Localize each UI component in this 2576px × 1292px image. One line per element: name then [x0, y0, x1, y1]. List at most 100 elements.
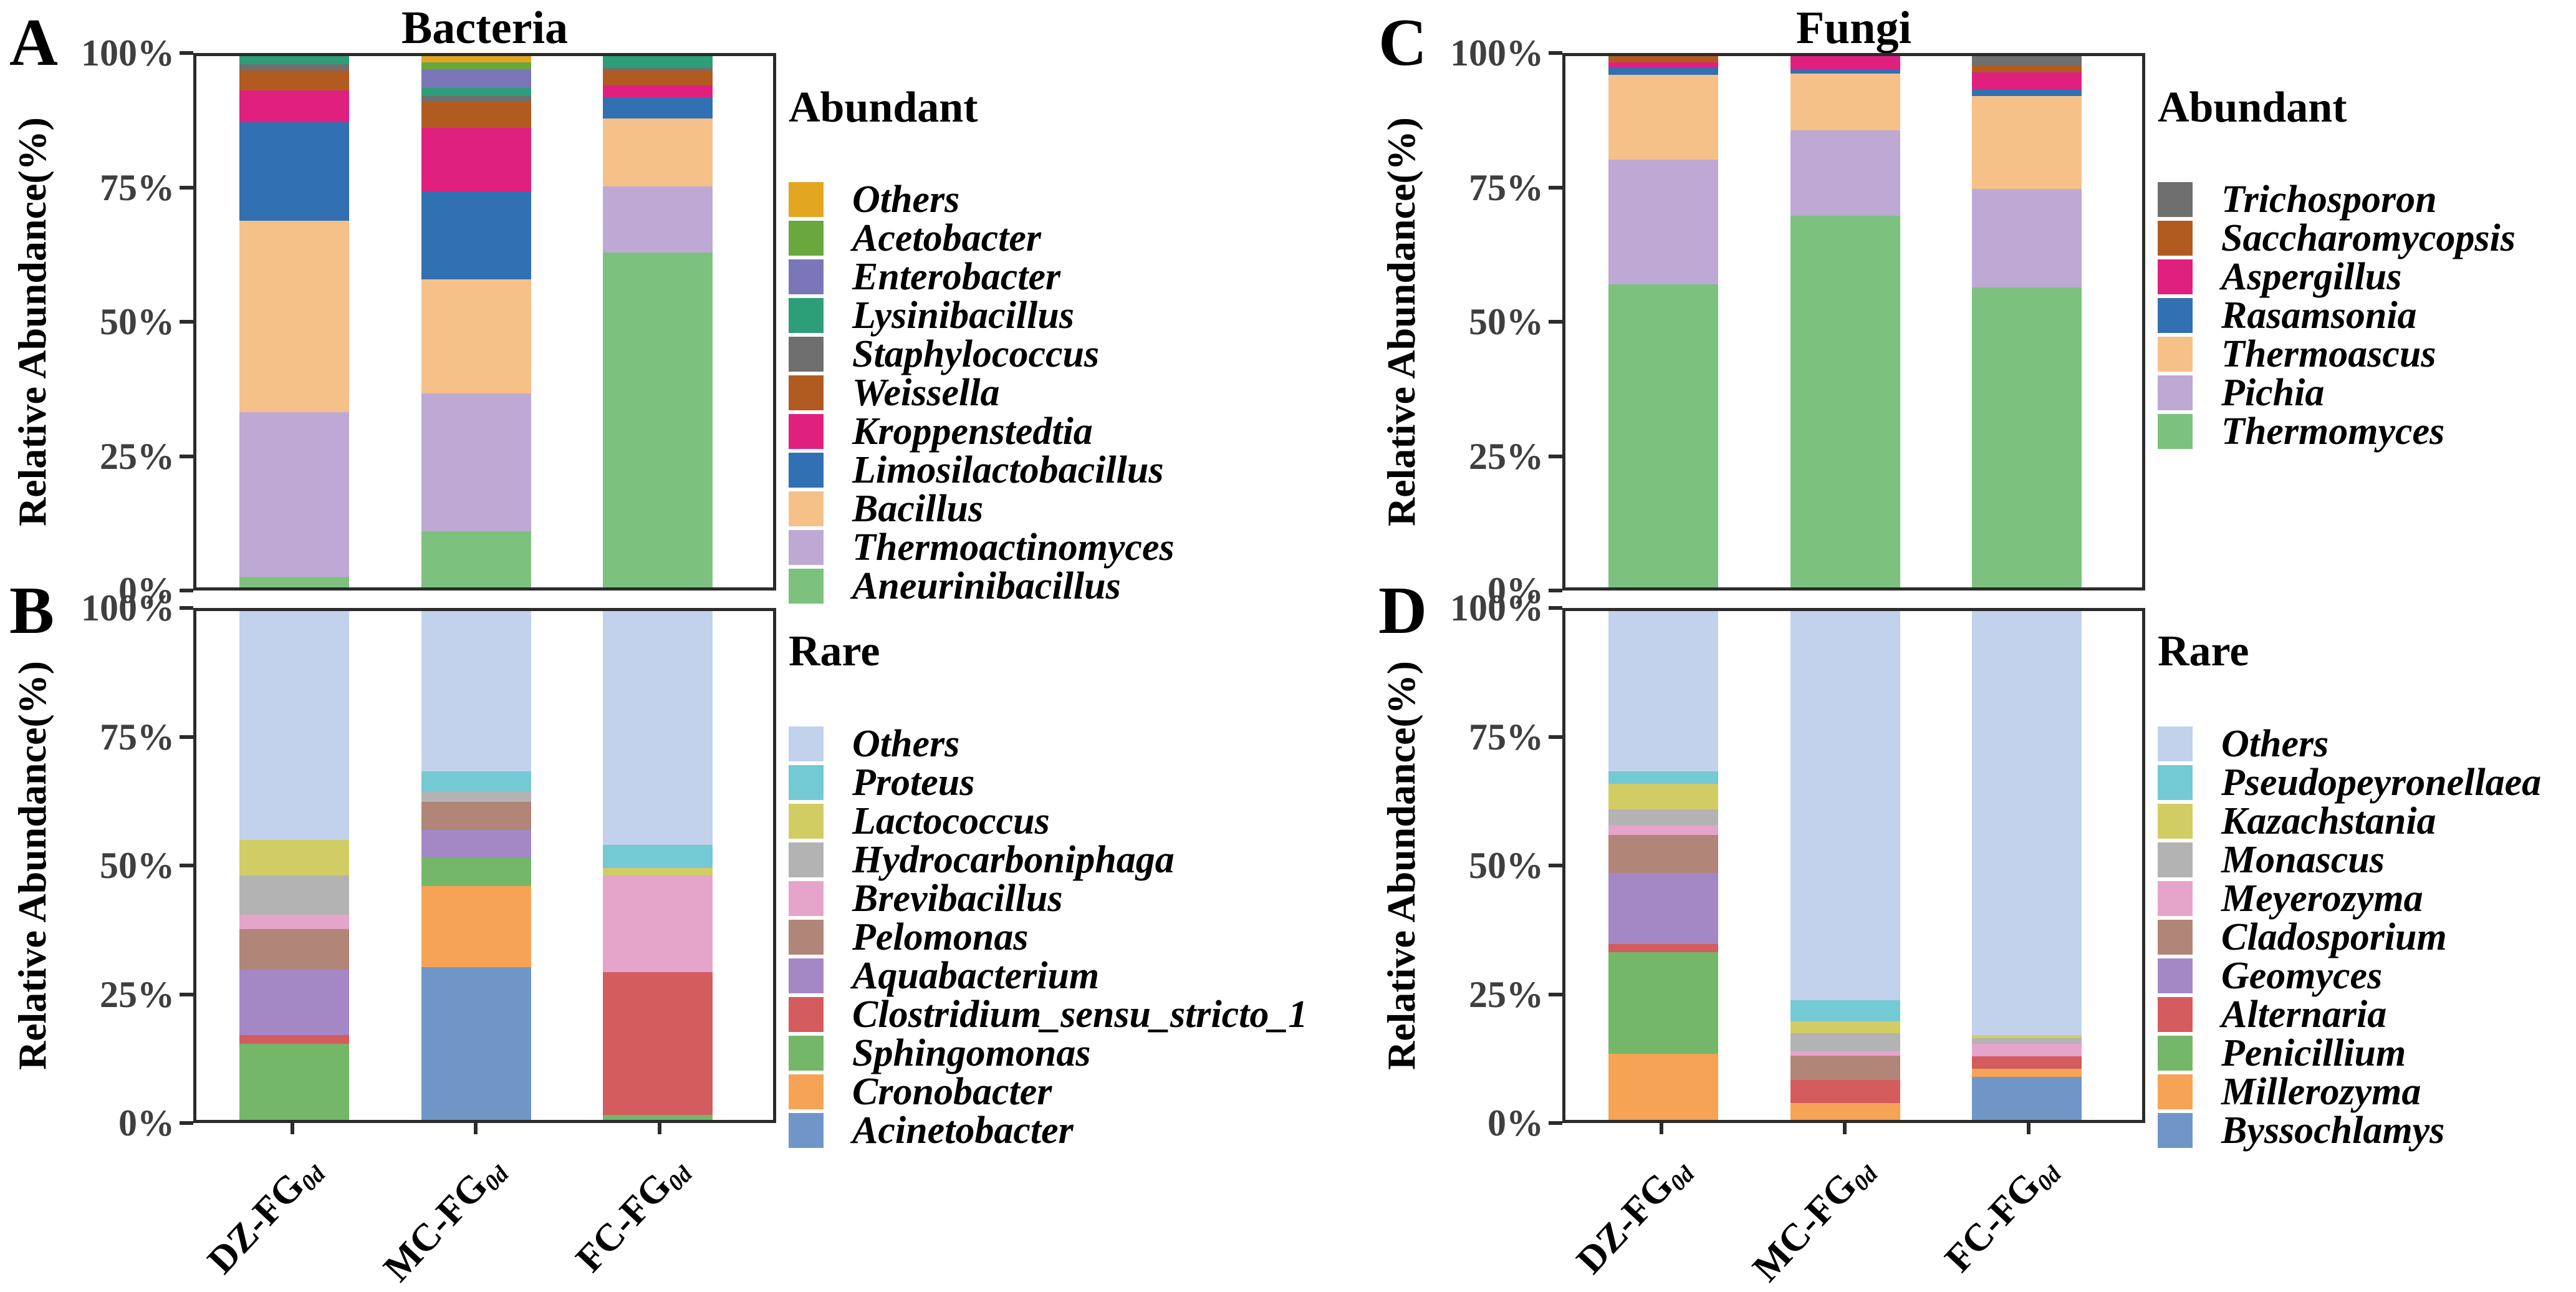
legend-name: Others [852, 178, 960, 221]
bar-segment-Limosilactobacillus [421, 191, 531, 279]
legend-swatch [789, 997, 824, 1032]
legend-item-Lactococcus: Lactococcus [789, 802, 1307, 841]
bar-segment-Cladosporium [1608, 835, 1719, 874]
legend-item-Penicillium: Penicillium [2158, 1034, 2541, 1073]
bar-segment-Kroppenstedtia [421, 127, 531, 192]
legend-name: Proteus [852, 761, 975, 804]
bar-segment-Clostridium_sensu_stricto_1 [603, 972, 713, 1115]
legend-item-Aneurinibacillus: Aneurinibacillus [789, 567, 1175, 605]
bar-segment-Aspergillus [1972, 72, 2082, 90]
legend-item-Acinetobacter: Acinetobacter [789, 1109, 1307, 1152]
y-tick-label: 100% [1450, 587, 1544, 629]
legend-swatch [789, 958, 824, 993]
legend-swatch [2158, 182, 2193, 217]
bar-segment-Enterobacter [421, 69, 531, 89]
legend-swatch [2158, 221, 2193, 256]
legend-swatch [2158, 997, 2193, 1032]
legend-name: Others [2221, 723, 2329, 765]
bar-segment-Saccharomycopsis [1972, 65, 2082, 72]
bar-segment-Staphylococcus [603, 67, 713, 70]
legend-swatch [2158, 259, 2193, 294]
legend-name: Brevibacillus [852, 877, 1063, 920]
bar-segment-Aspergillus [1790, 56, 1900, 70]
legend-name: Bacillus [852, 488, 984, 530]
y-tick-label: 25% [1469, 435, 1544, 477]
legend-item-Pichia: Pichia [2158, 374, 2516, 412]
y-tick-mark [180, 864, 193, 867]
legend-name: Millerozyma [2221, 1071, 2421, 1113]
bar-segment-Kazachstania [1608, 784, 1719, 810]
bar-segment-Kazachstania [1790, 1021, 1900, 1034]
legend-swatch [789, 1074, 824, 1109]
legend-name: Lysinibacillus [852, 294, 1074, 337]
y-tick-mark [1549, 606, 1562, 610]
bar-segment-Thermoascus [1790, 74, 1900, 131]
legend-swatch [2158, 298, 2193, 333]
bar-segment-Acetobacter [421, 62, 531, 70]
y-tick-mark [180, 589, 193, 592]
stacked-bar-c-MC-FG0d [1790, 56, 1900, 587]
stacked-bar-a-DZ-FG0d [239, 56, 350, 587]
legend-swatch [789, 298, 824, 333]
legend-item-Cronobacter: Cronobacter [789, 1073, 1307, 1111]
y-tick-mark [1549, 992, 1562, 996]
legend-items: Others Acetobacter Enterobacter Lysinibacil… [789, 178, 1175, 607]
y-tick-mark [1549, 320, 1562, 324]
bar-segment-Others [1972, 611, 2082, 1035]
bar-segment-Staphylococcus [239, 64, 350, 70]
bar-segment-Thermomyces [1790, 215, 1900, 587]
panel-letter-d: D [1378, 574, 1427, 648]
y-tick-label: 75% [1469, 166, 1544, 208]
bar-segment-Others [1790, 611, 1900, 1001]
bar-segment-Thermomyces [1972, 287, 2082, 587]
legend-swatch [789, 491, 824, 526]
stacked-bar-b-FC-FG0d [603, 611, 713, 1120]
column-title-bacteria: Bacteria [401, 2, 569, 54]
legend-swatch [789, 453, 824, 488]
plot-area-fungi-rare [1562, 608, 2145, 1123]
legend-item-Others: Others [2158, 723, 2541, 765]
y-tick-label: 100% [81, 32, 175, 74]
legend-item-Others: Others [789, 723, 1307, 765]
legend-swatch [789, 337, 824, 372]
stacked-bar-d-DZ-FG0d [1608, 611, 1719, 1120]
legend-name: Acinetobacter [852, 1109, 1074, 1152]
legend-name: Sphingomonas [852, 1032, 1091, 1074]
bar-segment-Lysinibacillus [603, 56, 713, 68]
bar-segment-Aneurinibacillus [603, 253, 713, 587]
legend-name: Weissella [852, 372, 1000, 414]
column-title-fungi: Fungi [1795, 2, 1912, 54]
stacked-bar-a-FC-FG0d [603, 56, 713, 587]
x-tick-mark [1659, 1123, 1663, 1134]
y-tick-mark [1549, 185, 1562, 190]
legend-item-Enterobacter: Enterobacter [789, 258, 1175, 296]
legend-name: Others [852, 723, 960, 765]
legend-name: Kazachstania [2221, 800, 2436, 842]
bar-segment-Rasamsonia [1972, 89, 2082, 96]
legend-name: Saccharomycopsis [2221, 217, 2516, 259]
legend-swatch [2158, 1074, 2193, 1109]
bar-segment-Others [239, 611, 350, 841]
legend-item-Rasamsonia: Rasamsonia [2158, 296, 2516, 335]
y-tick-label: 75% [100, 716, 175, 758]
legend-swatch [789, 804, 824, 839]
legend-item-Meyerozyma: Meyerozyma [2158, 879, 2541, 918]
bar-segment-Pelomonas [421, 801, 531, 830]
legend-name: Limosilactobacillus [852, 449, 1164, 491]
bar-segment-Alternaria [1790, 1080, 1900, 1104]
legend-item-Alternaria: Alternaria [2158, 995, 2541, 1034]
y-tick-mark [1549, 1121, 1562, 1125]
y-tick-label: 50% [100, 301, 175, 342]
y-tick-mark [1549, 51, 1562, 55]
bar-segment-Proteus [603, 845, 713, 869]
legend-item-Sphingomonas: Sphingomonas [789, 1032, 1307, 1074]
legend-item-Aquabacterium: Aquabacterium [789, 957, 1307, 995]
legend-items: Trichosporon Saccharomycopsis Aspergillus R… [2158, 180, 2516, 453]
stacked-bar-d-MC-FG0d [1790, 611, 1900, 1120]
legend-title: Rare [2158, 627, 2249, 675]
bar-segment-Cronobacter [421, 885, 531, 968]
legend-swatch [789, 259, 824, 294]
bar-segment-Pichia [1608, 160, 1719, 285]
legend-name: Hydrocarboniphaga [852, 839, 1175, 881]
bar-segment-Aquabacterium [239, 970, 350, 1036]
